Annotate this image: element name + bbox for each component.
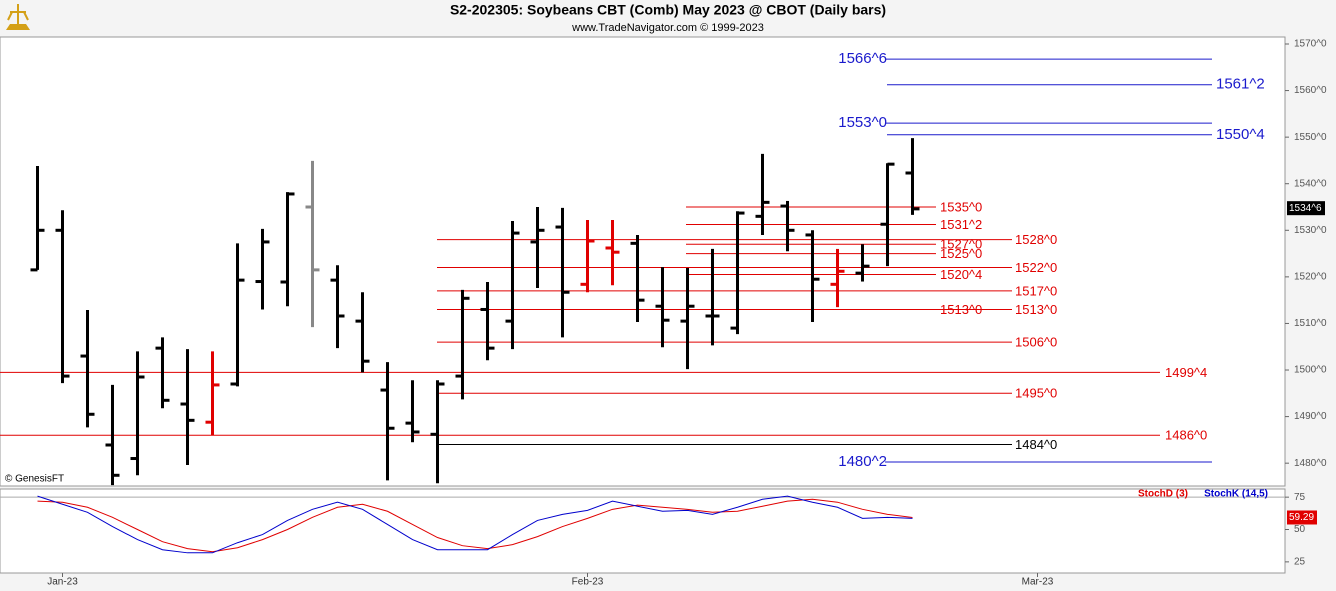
last-stoch-box [1287,510,1317,525]
y-tick-label: 1530^0 [1294,225,1327,236]
y-tick-label: 50 [1294,524,1306,535]
logo [6,4,30,30]
level-label: 1561^2 [1216,76,1265,93]
level-label: 1528^0 [1015,232,1057,247]
level-label: 1499^4 [1165,365,1207,380]
y-tick-label: 1520^0 [1294,272,1327,283]
y-tick-label: 75 [1294,492,1306,503]
y-tick-label: 1480^0 [1294,458,1327,469]
y-tick-label: 1560^0 [1294,85,1327,96]
level-label: 1550^4 [1216,126,1265,143]
level-label: 1486^0 [1165,428,1207,443]
level-label: 1495^0 [1015,386,1057,401]
level-label: 1527^0 [940,237,982,252]
x-tick-label: Jan-23 [47,577,78,588]
y-tick-label: 1500^0 [1294,365,1327,376]
level-label: 1480^2 [838,453,887,470]
stoch-line [37,495,913,554]
legend-entry: StochK (14,5) [1204,489,1268,500]
level-label: 1484^0 [1015,437,1057,452]
last-price-label: 1534^6 [1289,203,1322,214]
last-stoch-label: 59.29 [1289,512,1314,523]
level-label: 1553^0 [838,114,887,131]
stoch-panel [0,488,1286,574]
level-label: 1520^4 [940,267,982,282]
x-tick-label: Feb-23 [572,577,604,588]
level-label: 1517^0 [1015,283,1057,298]
level-label: 1522^0 [1015,260,1057,275]
last-price-box [1287,201,1325,216]
legend-entry: StochD (3) [1138,489,1188,500]
level-label: 1566^6 [838,50,887,67]
level-label: 1506^0 [1015,335,1057,350]
stoch-line [37,498,913,553]
y-tick-label: 1570^0 [1294,39,1327,50]
y-tick-label: 1540^0 [1294,178,1327,189]
y-tick-label: 1490^0 [1294,411,1327,422]
level-label: 1531^2 [940,217,982,232]
price-panel [0,36,1286,487]
chart-subtitle: www.TradeNavigator.com © 1999-2023 [571,22,764,34]
level-label: 1535^0 [940,199,982,214]
level-label: 1525^0 [940,246,982,261]
level-label: 1513^0 [1015,302,1057,317]
y-tick-label: 1550^0 [1294,132,1327,143]
y-tick-label: 25 [1294,557,1306,568]
x-tick-label: Mar-23 [1022,577,1054,588]
watermark: © GenesisFT [5,474,64,485]
chart-title: S2-202305: Soybeans CBT (Comb) May 2023 … [450,2,886,18]
y-tick-label: 1510^0 [1294,318,1327,329]
